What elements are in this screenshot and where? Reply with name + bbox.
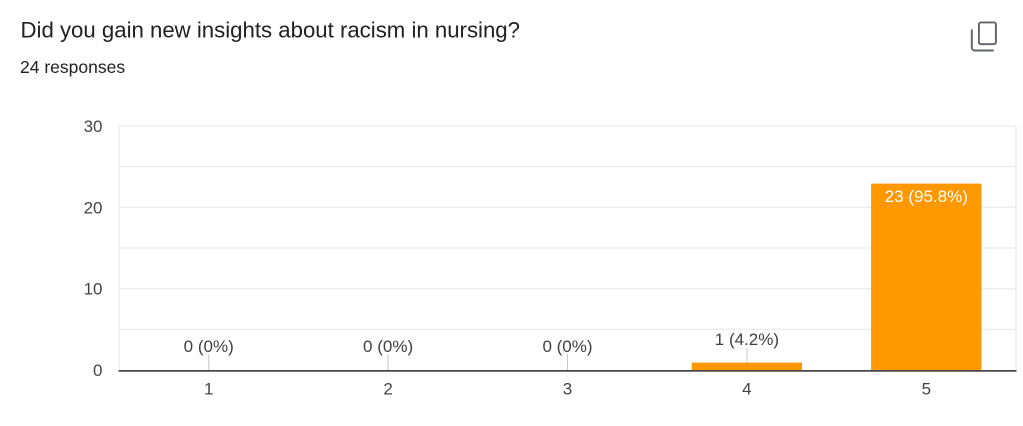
svg-text:0: 0 [93, 361, 102, 380]
svg-text:Did you gain new insights abou: Did you gain new insights about racism i… [21, 18, 521, 43]
svg-text:20: 20 [84, 198, 103, 217]
svg-text:2: 2 [383, 380, 392, 399]
svg-text:23 (95.8%): 23 (95.8%) [885, 187, 968, 206]
svg-text:3: 3 [563, 380, 572, 399]
svg-text:10: 10 [84, 280, 103, 299]
svg-text:0 (0%): 0 (0%) [363, 337, 413, 356]
svg-text:1: 1 [204, 380, 213, 399]
svg-text:24 responses: 24 responses [20, 57, 125, 77]
svg-text:4: 4 [742, 380, 751, 399]
svg-text:0 (0%): 0 (0%) [542, 337, 592, 356]
svg-text:5: 5 [922, 380, 931, 399]
svg-text:0 (0%): 0 (0%) [184, 337, 234, 356]
svg-text:1 (4.2%): 1 (4.2%) [715, 330, 779, 349]
svg-text:30: 30 [84, 117, 103, 136]
